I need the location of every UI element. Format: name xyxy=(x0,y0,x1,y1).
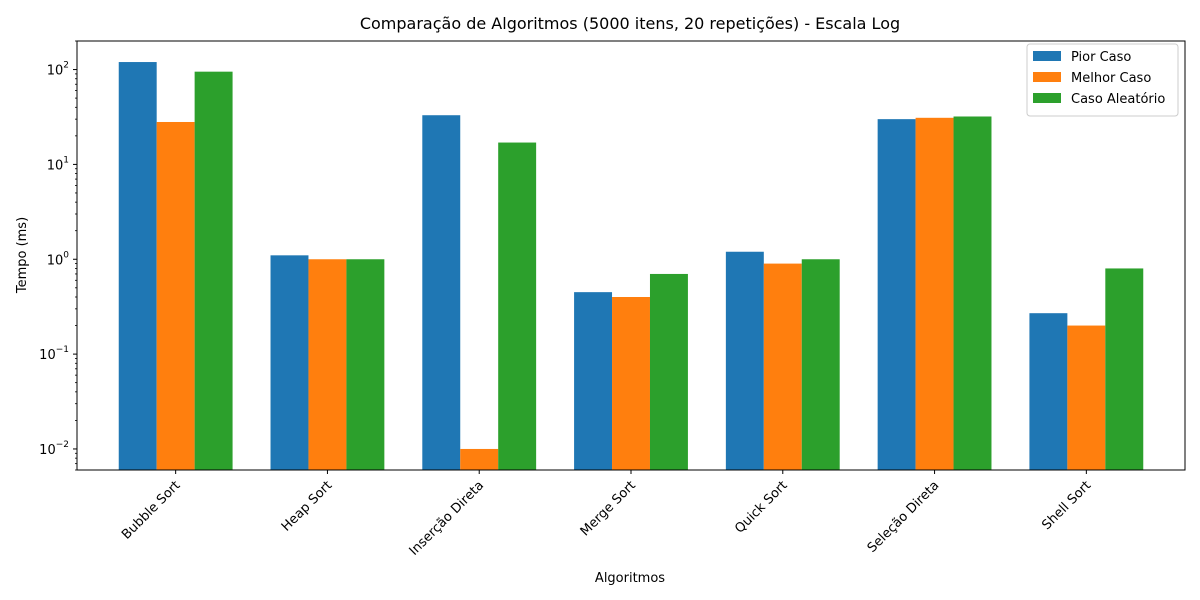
bar xyxy=(1105,268,1144,470)
bar xyxy=(270,255,309,470)
bar xyxy=(725,251,764,470)
chart-title: Comparação de Algoritmos (5000 itens, 20… xyxy=(360,14,900,33)
legend-swatch xyxy=(1033,93,1061,103)
bar xyxy=(877,119,916,470)
x-axis-label: Algoritmos xyxy=(595,571,665,586)
plot-frame xyxy=(76,40,1186,471)
x-tick-label: Inserção Direta xyxy=(407,478,488,559)
y-tick-label: 10−2 xyxy=(39,440,69,458)
x-tick-label: Heap Sort xyxy=(279,478,335,534)
legend-label: Melhor Caso xyxy=(1071,71,1151,86)
bar xyxy=(801,259,840,470)
bars-layer xyxy=(118,62,1144,471)
bar xyxy=(194,71,233,471)
y-tick-label: 10−1 xyxy=(39,345,69,363)
bar xyxy=(422,115,461,470)
legend-label: Caso Aleatório xyxy=(1071,92,1165,107)
bar xyxy=(649,273,688,470)
x-ticks-layer: Bubble Sort Heap Sort Inserção Direta Merge… xyxy=(119,470,1094,559)
legend-frame xyxy=(1026,43,1179,117)
y-tick-label: 100 xyxy=(47,250,70,268)
bar xyxy=(460,448,499,470)
x-tick-label: Shell Sort xyxy=(1039,478,1094,533)
legend: Pior Caso Melhor Caso Caso Aleatório xyxy=(1026,43,1179,117)
bar xyxy=(763,263,802,470)
y-axis-label: Tempo (ms) xyxy=(15,217,30,294)
bar xyxy=(308,259,347,470)
bar xyxy=(1029,313,1068,470)
x-tick-label: Quick Sort xyxy=(732,478,790,536)
y-tick-label: 102 xyxy=(47,61,69,79)
legend-swatch xyxy=(1033,51,1061,61)
bar xyxy=(498,142,537,471)
bar xyxy=(118,62,157,470)
y-tick-label: 101 xyxy=(47,155,69,173)
bar xyxy=(156,121,195,470)
x-tick-label: Merge Sort xyxy=(578,478,639,539)
x-tick-label: Bubble Sort xyxy=(119,478,183,542)
bar xyxy=(915,117,954,471)
bar xyxy=(346,259,385,470)
x-tick-label: Seleção Direta xyxy=(865,478,943,556)
bar xyxy=(953,116,992,471)
y-ticks-layer: 10−2 10−1 100 101 102 xyxy=(39,40,77,471)
legend-swatch xyxy=(1033,72,1061,82)
legend-label: Pior Caso xyxy=(1071,50,1131,65)
bar xyxy=(612,297,650,470)
bar xyxy=(574,292,613,470)
bar xyxy=(1067,325,1106,470)
